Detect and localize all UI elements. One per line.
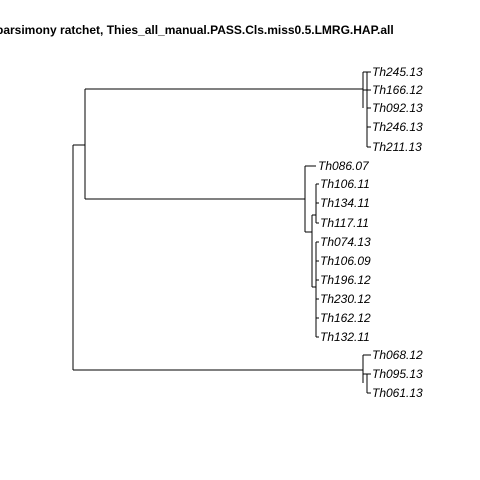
tip-label: Th086.07 bbox=[318, 159, 370, 173]
tip-label: Th166.12 bbox=[372, 83, 423, 97]
plot-title: parsimony ratchet, Thies_all_manual.PASS… bbox=[0, 23, 394, 37]
tip-label: Th106.11 bbox=[320, 177, 370, 191]
tip-label: Th095.13 bbox=[372, 367, 423, 381]
tip-label: Th162.12 bbox=[320, 311, 371, 325]
tip-label: Th134.11 bbox=[320, 196, 370, 210]
tip-label: Th106.09 bbox=[320, 254, 371, 268]
tip-label: Th068.12 bbox=[372, 348, 423, 362]
tree-edges bbox=[72, 71, 371, 394]
tip-label: Th074.13 bbox=[320, 235, 371, 249]
tip-label: Th245.13 bbox=[372, 65, 423, 79]
tip-labels: Th245.13 Th166.12 Th092.13 Th246.13 Th21… bbox=[318, 65, 423, 400]
tip-label: Th230.12 bbox=[320, 292, 371, 306]
tip-label: Th196.12 bbox=[320, 273, 371, 287]
tip-label: Th092.13 bbox=[372, 101, 423, 115]
tip-label: Th211.13 bbox=[372, 140, 422, 154]
tip-label: Th132.11 bbox=[320, 330, 370, 344]
tip-label: Th117.11 bbox=[320, 216, 369, 230]
tip-label: Th246.13 bbox=[372, 120, 423, 134]
tip-label: Th061.13 bbox=[372, 386, 423, 400]
